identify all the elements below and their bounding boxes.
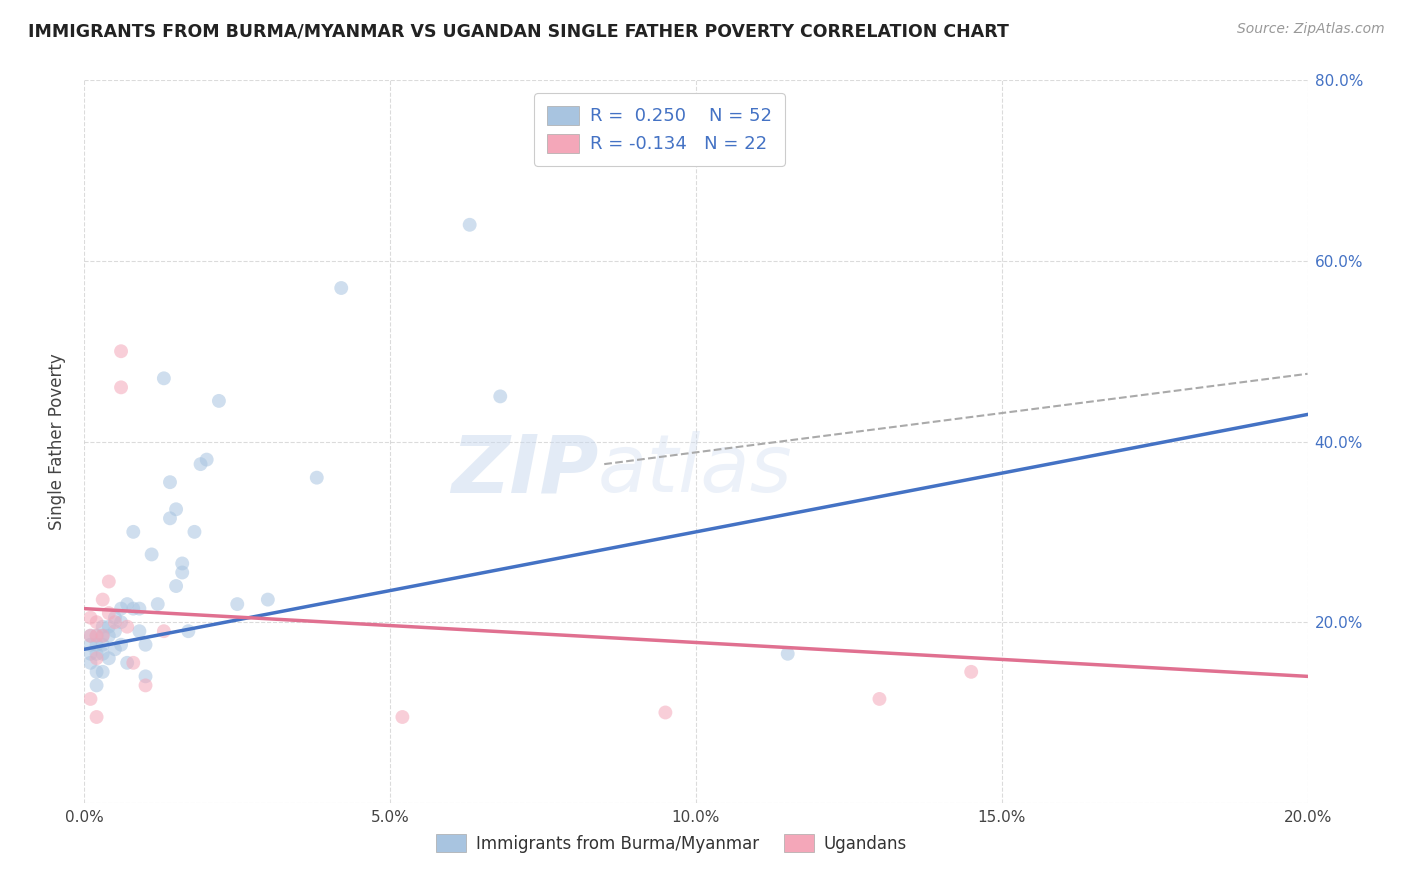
Point <box>79 629 101 643</box>
Point <box>960 665 983 679</box>
Point <box>208 393 231 408</box>
Point <box>115 620 138 634</box>
Text: Source: ZipAtlas.com: Source: ZipAtlas.com <box>1237 22 1385 37</box>
Point <box>97 606 120 620</box>
Point <box>97 620 120 634</box>
Point <box>135 669 157 683</box>
Point <box>110 615 132 630</box>
Point <box>172 566 194 580</box>
Point <box>190 457 212 471</box>
Point <box>183 524 205 539</box>
Point <box>128 601 150 615</box>
Point <box>159 511 181 525</box>
Point <box>177 624 200 639</box>
Text: atlas: atlas <box>598 432 793 509</box>
Point <box>86 629 108 643</box>
Point <box>110 380 132 394</box>
Point <box>91 638 114 652</box>
Point <box>165 502 187 516</box>
Point <box>115 656 138 670</box>
Point <box>79 629 101 643</box>
Point <box>122 656 145 670</box>
Point <box>86 629 108 643</box>
Point <box>122 524 145 539</box>
Point <box>305 471 328 485</box>
Point <box>226 597 249 611</box>
Point <box>79 610 101 624</box>
Point <box>172 557 194 571</box>
Point <box>79 638 101 652</box>
Point <box>86 710 108 724</box>
Legend: Immigrants from Burma/Myanmar, Ugandans: Immigrants from Burma/Myanmar, Ugandans <box>429 828 914 860</box>
Point <box>110 344 132 359</box>
Point <box>135 678 157 692</box>
Point <box>195 452 218 467</box>
Point <box>91 629 114 643</box>
Point <box>654 706 676 720</box>
Point <box>86 615 108 630</box>
Text: ZIP: ZIP <box>451 432 598 509</box>
Point <box>115 597 138 611</box>
Point <box>869 692 891 706</box>
Point <box>86 651 108 665</box>
Point <box>165 579 187 593</box>
Point <box>79 656 101 670</box>
Point <box>97 629 120 643</box>
Point <box>458 218 481 232</box>
Point <box>104 610 127 624</box>
Point <box>110 638 132 652</box>
Point <box>104 615 127 630</box>
Point <box>97 651 120 665</box>
Point <box>79 692 101 706</box>
Point <box>86 647 108 661</box>
Point <box>146 597 169 611</box>
Point <box>153 624 176 639</box>
Point <box>122 601 145 615</box>
Point <box>91 647 114 661</box>
Point <box>257 592 280 607</box>
Point <box>86 638 108 652</box>
Point <box>135 638 157 652</box>
Point <box>104 624 127 639</box>
Point <box>776 647 799 661</box>
Point <box>159 475 181 490</box>
Point <box>489 389 512 403</box>
Point <box>86 665 108 679</box>
Point <box>91 629 114 643</box>
Point <box>141 548 163 562</box>
Point <box>79 647 101 661</box>
Point <box>86 678 108 692</box>
Point <box>97 574 120 589</box>
Point <box>104 642 127 657</box>
Y-axis label: Single Father Poverty: Single Father Poverty <box>48 353 66 530</box>
Text: IMMIGRANTS FROM BURMA/MYANMAR VS UGANDAN SINGLE FATHER POVERTY CORRELATION CHART: IMMIGRANTS FROM BURMA/MYANMAR VS UGANDAN… <box>28 22 1010 40</box>
Point <box>91 665 114 679</box>
Point <box>91 592 114 607</box>
Point <box>153 371 176 385</box>
Point <box>391 710 413 724</box>
Point <box>91 620 114 634</box>
Point <box>110 601 132 615</box>
Point <box>128 624 150 639</box>
Point <box>330 281 353 295</box>
